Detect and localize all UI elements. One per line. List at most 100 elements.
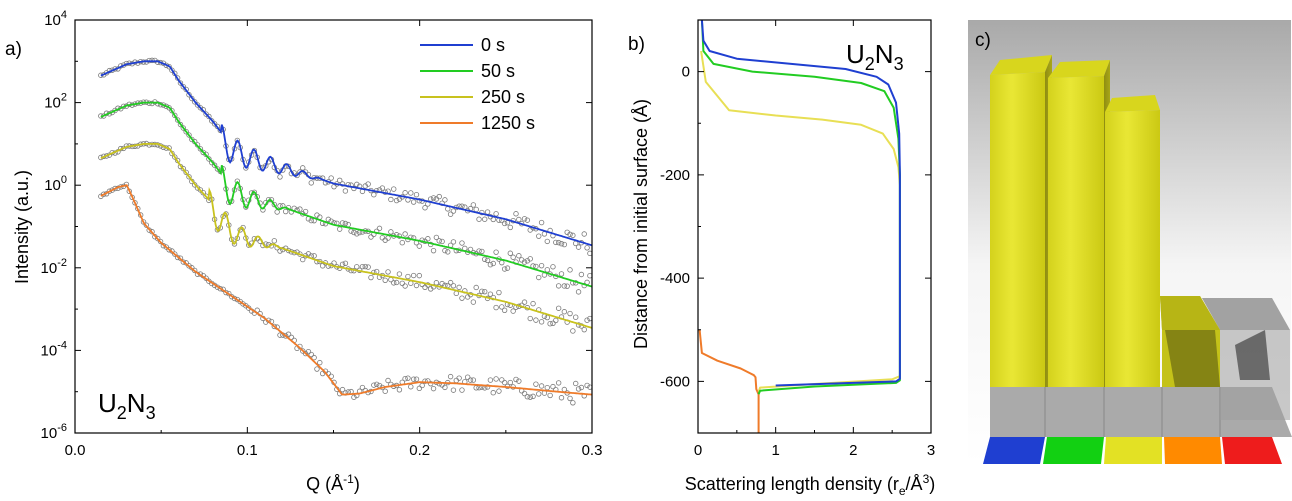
data-point bbox=[149, 57, 155, 64]
data-point bbox=[527, 256, 533, 262]
plot-frame-a bbox=[74, 19, 593, 434]
data-point bbox=[547, 392, 553, 399]
data-point bbox=[510, 308, 516, 314]
u2n3-annotation-b: U2N3 bbox=[846, 39, 904, 74]
data-point bbox=[450, 387, 457, 393]
data-point bbox=[328, 175, 334, 181]
data-point bbox=[550, 320, 556, 327]
data-point bbox=[510, 254, 516, 260]
data-point bbox=[391, 186, 397, 192]
data-point bbox=[527, 315, 533, 322]
data-point bbox=[149, 229, 155, 235]
data-point bbox=[157, 238, 164, 245]
data-point bbox=[277, 248, 283, 254]
data-point bbox=[413, 282, 420, 289]
data-point bbox=[342, 220, 349, 227]
data-point bbox=[396, 387, 403, 393]
data-point bbox=[578, 271, 585, 278]
data-point bbox=[300, 256, 306, 263]
data-point bbox=[516, 253, 522, 259]
tower-2 bbox=[1048, 76, 1104, 387]
data-point bbox=[493, 304, 499, 311]
data-point bbox=[430, 385, 437, 392]
data-point bbox=[155, 235, 161, 242]
data-markers bbox=[98, 57, 592, 406]
data-point bbox=[339, 386, 346, 393]
data-point bbox=[234, 137, 241, 144]
y-tick-label: 100 bbox=[44, 174, 67, 194]
swatch-red bbox=[1222, 437, 1282, 464]
data-point bbox=[416, 385, 423, 392]
data-point bbox=[544, 384, 550, 391]
data-point bbox=[331, 183, 337, 190]
data-point bbox=[243, 204, 249, 210]
data-point bbox=[109, 187, 115, 193]
data-point bbox=[447, 279, 454, 286]
data-point bbox=[445, 282, 451, 289]
data-point bbox=[482, 216, 488, 222]
data-point bbox=[575, 244, 582, 250]
data-point bbox=[439, 280, 445, 287]
data-point bbox=[573, 380, 579, 387]
data-point bbox=[575, 289, 582, 295]
data-point bbox=[172, 112, 178, 119]
data-point bbox=[470, 202, 477, 208]
data-point bbox=[442, 197, 448, 203]
data-point bbox=[493, 376, 499, 382]
data-point bbox=[186, 92, 192, 98]
tower-1 bbox=[990, 72, 1045, 387]
data-point bbox=[536, 391, 542, 397]
data-point bbox=[473, 284, 479, 291]
data-point bbox=[436, 238, 442, 244]
data-point bbox=[553, 317, 559, 324]
y-tick-label: -400 bbox=[660, 270, 690, 287]
y-tick-label: -600 bbox=[660, 373, 690, 390]
data-point bbox=[271, 201, 278, 208]
data-point bbox=[524, 394, 531, 400]
data-point bbox=[319, 263, 326, 269]
data-point bbox=[561, 283, 568, 289]
data-point bbox=[433, 280, 440, 286]
data-point bbox=[308, 351, 314, 358]
data-point bbox=[391, 280, 397, 286]
x-tick-label: 3 bbox=[927, 442, 935, 459]
data-point bbox=[555, 380, 562, 386]
data-point bbox=[555, 305, 562, 311]
data-point bbox=[476, 248, 482, 254]
data-point bbox=[450, 239, 457, 245]
data-point bbox=[442, 384, 448, 391]
data-point bbox=[297, 206, 303, 212]
y-tick-label: 0 bbox=[682, 64, 690, 81]
data-point bbox=[445, 206, 451, 212]
data-point bbox=[166, 105, 172, 111]
data-point bbox=[371, 192, 377, 198]
data-point bbox=[285, 163, 292, 170]
data-point bbox=[470, 377, 477, 383]
data-point bbox=[277, 332, 283, 338]
data-point bbox=[567, 267, 573, 273]
y-tick-label: 10-2 bbox=[41, 257, 67, 277]
sld-series-line bbox=[698, 329, 760, 433]
legend-label: 250 s bbox=[481, 87, 525, 107]
data-point bbox=[436, 193, 442, 200]
data-point bbox=[379, 185, 386, 191]
panel-b-sld-profile: b) 0 1 2 3 0 -200 -400 -600 Distance from initi… bbox=[628, 19, 935, 498]
x-tick-label: 2 bbox=[849, 442, 857, 459]
data-point bbox=[302, 208, 309, 215]
data-point bbox=[277, 174, 283, 180]
data-point bbox=[439, 238, 445, 245]
data-point bbox=[177, 80, 184, 86]
data-point bbox=[584, 245, 590, 251]
data-point bbox=[467, 377, 474, 383]
data-point bbox=[587, 315, 592, 322]
swatch-blue bbox=[983, 437, 1045, 464]
data-point bbox=[172, 251, 178, 257]
data-point bbox=[459, 203, 465, 209]
base-front bbox=[990, 387, 1292, 437]
data-point bbox=[311, 253, 317, 259]
data-point bbox=[501, 220, 508, 227]
data-point bbox=[521, 216, 528, 222]
legend-a: 0 s 50 s 250 s 1250 s bbox=[420, 35, 535, 133]
data-point bbox=[172, 154, 178, 160]
data-point bbox=[308, 180, 314, 186]
